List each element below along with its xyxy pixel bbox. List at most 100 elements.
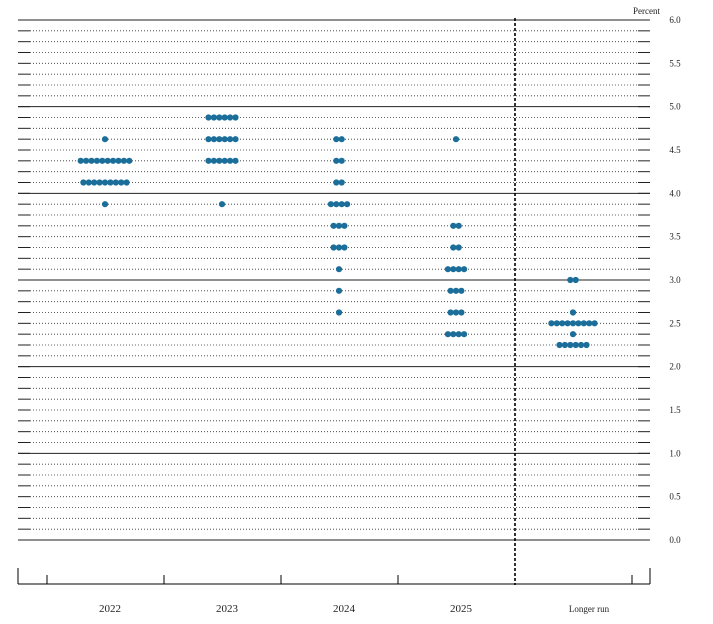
projection-dot — [444, 266, 451, 273]
projection-dot — [216, 114, 223, 121]
y-axis-tick-labels: 6.0 5.5 5.0 4.5 4.0 3.5 3.0 2.5 2.0 1.5 1.0 0.5 0.0 — [669, 15, 681, 545]
projection-dot — [455, 331, 462, 338]
x-category-label: Longer run — [569, 604, 610, 614]
projection-dot — [85, 179, 92, 186]
projection-dot — [569, 320, 577, 327]
projection-dot — [115, 157, 122, 164]
projection-dot — [335, 266, 343, 273]
projection-dot — [338, 179, 345, 186]
projection-dot — [583, 341, 590, 349]
projection-dot — [335, 244, 343, 251]
projection-dot — [344, 201, 351, 208]
y-tick-label: 2.0 — [669, 362, 681, 372]
projection-dot — [227, 157, 234, 164]
projection-dot — [591, 320, 598, 327]
projection-dot — [110, 157, 117, 164]
projection-dot — [210, 114, 217, 121]
projection-dot — [556, 341, 563, 349]
projection-dot — [444, 331, 451, 338]
projection-dot — [232, 157, 239, 164]
projection-dot — [83, 157, 90, 164]
projection-dot — [559, 320, 566, 327]
projection-dot — [341, 222, 348, 229]
projection-dot — [101, 136, 109, 143]
projection-dot — [455, 266, 462, 273]
projection-dot — [338, 157, 345, 164]
projection-dot — [88, 157, 95, 164]
projection-dot — [447, 287, 454, 294]
projection-dot — [210, 157, 217, 164]
y-tick-label: 5.0 — [669, 102, 681, 112]
projection-dot — [569, 331, 577, 338]
projection-dot — [561, 341, 569, 349]
projection-dot — [586, 320, 593, 327]
projection-dot — [93, 157, 100, 164]
y-tick-label: 5.5 — [669, 58, 681, 68]
projection-dot — [210, 136, 217, 143]
projection-dot — [221, 114, 228, 121]
projection-dot — [227, 136, 234, 143]
projection-dot — [450, 244, 457, 251]
projection-dot — [341, 244, 348, 251]
x-axis-category-labels: 2022 2023 2024 2025 Longer run — [99, 603, 610, 615]
projection-dot — [118, 179, 125, 186]
projection-dot — [327, 201, 334, 208]
projection-dot — [461, 331, 468, 338]
projection-dot — [455, 244, 462, 251]
projection-dot — [567, 276, 574, 284]
projection-dot — [450, 266, 457, 273]
projection-dot — [572, 276, 579, 284]
projection-dot — [333, 136, 340, 143]
projection-dot — [205, 157, 212, 164]
projection-dot — [335, 287, 343, 294]
projection-dot — [572, 341, 579, 349]
projection-dot — [553, 320, 560, 327]
y-tick-label: 3.0 — [669, 275, 681, 285]
y-tick-label: 1.0 — [669, 448, 681, 458]
projection-dot — [221, 136, 228, 143]
projection-dot — [205, 136, 212, 143]
projection-dot — [447, 309, 454, 316]
projection-dot — [455, 222, 462, 229]
gridlines — [18, 19, 650, 541]
projection-dot — [112, 179, 119, 186]
projection-dot — [104, 157, 111, 164]
projection-dot — [335, 309, 343, 316]
projection-dot — [101, 201, 109, 208]
projection-dot — [80, 179, 87, 186]
y-axis-unit-label: Percent — [633, 6, 660, 16]
projection-dot — [335, 222, 343, 229]
y-tick-label: 4.0 — [669, 188, 681, 198]
projection-dot — [461, 266, 468, 273]
projection-dot — [564, 320, 571, 327]
projection-dot — [91, 179, 98, 186]
projection-dot — [232, 136, 239, 143]
projection-dot — [338, 201, 345, 208]
y-tick-label: 4.5 — [669, 145, 681, 155]
y-tick-label: 0.5 — [669, 492, 681, 502]
projection-dot — [450, 222, 457, 229]
projection-dot — [218, 201, 226, 208]
projection-dot — [452, 287, 460, 294]
projection-dot — [216, 157, 223, 164]
projection-dot — [205, 114, 212, 121]
projection-dot — [333, 157, 340, 164]
projection-dot — [333, 201, 340, 208]
projection-dot — [580, 320, 587, 327]
x-category-label: 2024 — [333, 603, 356, 615]
projection-dot — [77, 157, 84, 164]
projection-dot — [567, 341, 574, 349]
projection-dot — [330, 244, 337, 251]
projection-dot — [330, 222, 337, 229]
y-tick-label: 2.5 — [669, 318, 681, 328]
projection-dot — [96, 179, 103, 186]
projection-dot — [458, 287, 465, 294]
projection-dot — [126, 157, 133, 164]
projection-dot — [338, 136, 345, 143]
y-tick-label: 3.5 — [669, 232, 681, 242]
projection-dot — [450, 331, 457, 338]
projection-dot — [101, 179, 109, 186]
x-category-label: 2025 — [450, 603, 473, 615]
y-tick-label: 6.0 — [669, 15, 681, 25]
projection-dot — [120, 157, 127, 164]
